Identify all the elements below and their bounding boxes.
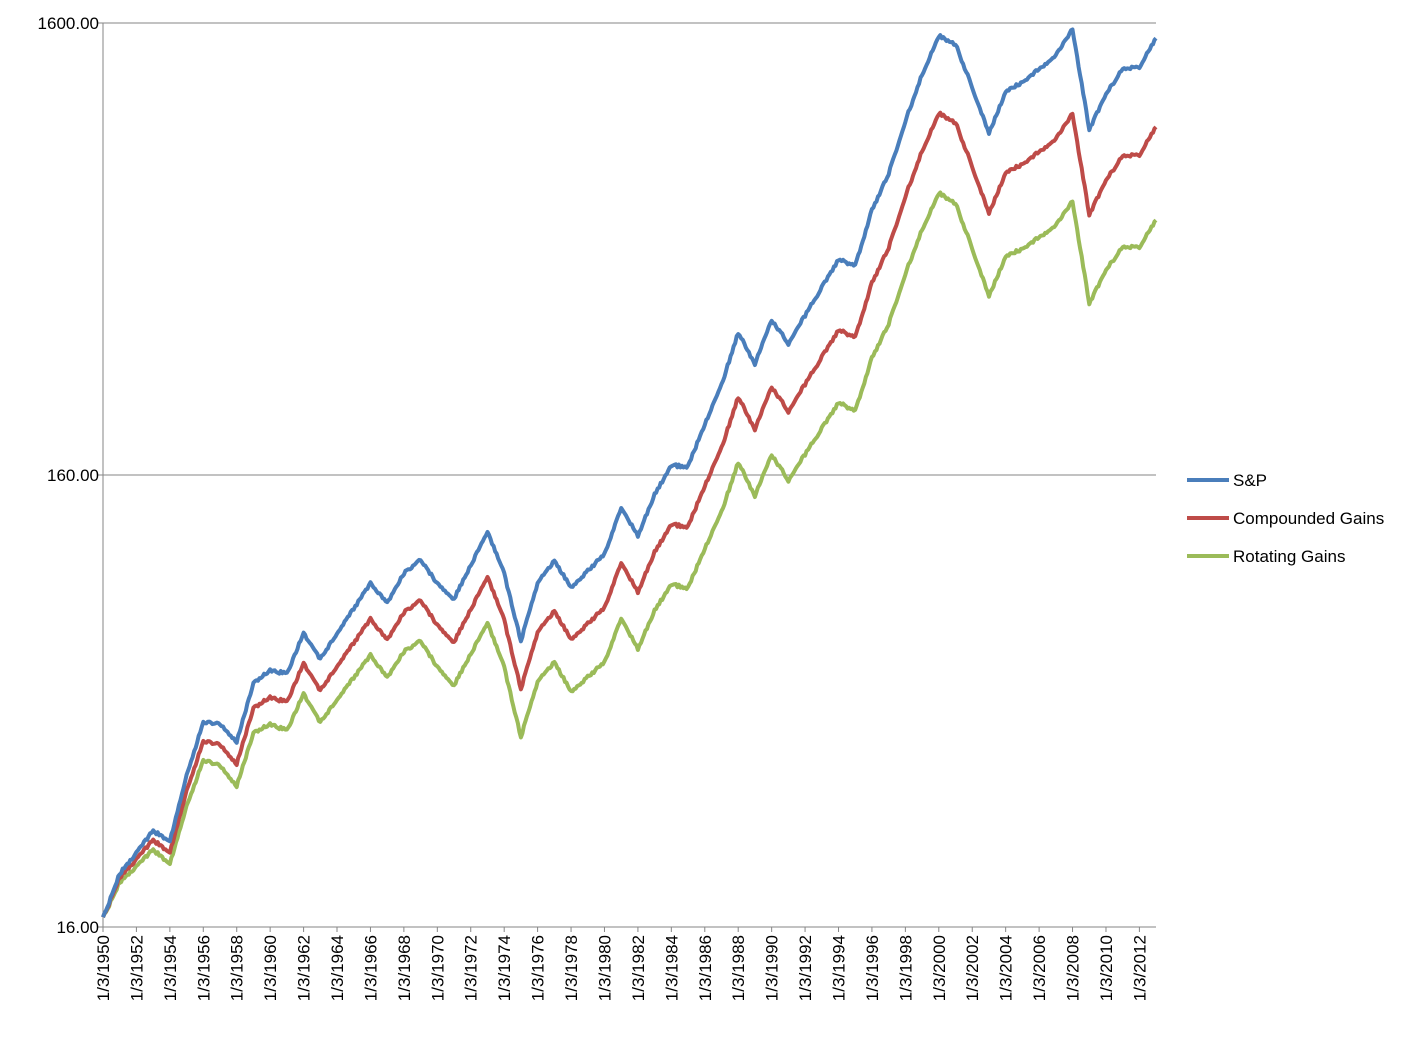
x-tick-label: 1/3/1970: [428, 935, 447, 1001]
x-axis-ticks: 1/3/1950 1/3/1952 1/3/1954 1/3/1956 1/3/1958…: [94, 927, 1149, 1001]
series-line-2: [101, 110, 1158, 918]
x-tick-label: 1/3/1966: [361, 935, 380, 1001]
y-tick-label: 16.00: [56, 918, 99, 937]
x-tick-label: 1/3/1994: [830, 935, 849, 1001]
series-line-3: [101, 190, 1158, 919]
x-tick-label: 1/3/1996: [863, 935, 882, 1001]
x-tick-label: 1/3/1962: [295, 935, 314, 1001]
x-tick-label: 1/3/1952: [127, 935, 146, 1001]
series-line-1: [101, 27, 1158, 918]
x-tick-label: 1/3/2000: [930, 935, 949, 1001]
x-tick-label: 1/3/1968: [395, 935, 414, 1001]
x-tick-label: 1/3/2010: [1097, 935, 1116, 1001]
y-axis-ticks: 16.00 160.00 1600.00: [38, 14, 103, 937]
series-lines: [101, 27, 1158, 919]
x-tick-label: 1/3/1978: [562, 935, 581, 1001]
x-tick-label: 1/3/2012: [1130, 935, 1149, 1001]
x-tick-label: 1/3/2006: [1030, 935, 1049, 1001]
x-tick-label: 1/3/1960: [261, 935, 280, 1001]
x-tick-label: 1/3/1998: [896, 935, 915, 1001]
gridlines: [103, 22, 1156, 928]
x-tick-label: 1/3/1992: [796, 935, 815, 1001]
x-tick-label: 1/3/1982: [629, 935, 648, 1001]
legend: S&P Compounded Gains Rotating Gains: [1187, 471, 1384, 566]
legend-label-3: Rotating Gains: [1233, 547, 1345, 566]
y-tick-label: 160.00: [47, 466, 99, 485]
x-tick-label: 1/3/2002: [963, 935, 982, 1001]
x-tick-label: 1/3/1986: [696, 935, 715, 1001]
x-tick-label: 1/3/1954: [161, 935, 180, 1001]
x-tick-label: 1/3/2004: [997, 935, 1016, 1001]
x-tick-label: 1/3/1964: [328, 935, 347, 1001]
x-tick-label: 1/3/2008: [1064, 935, 1083, 1001]
x-tick-label: 1/3/1956: [194, 935, 213, 1001]
x-tick-label: 1/3/1988: [729, 935, 748, 1001]
x-tick-label: 1/3/1974: [495, 935, 514, 1001]
x-tick-label: 1/3/1984: [662, 935, 681, 1001]
x-tick-label: 1/3/1972: [462, 935, 481, 1001]
x-tick-label: 1/3/1976: [529, 935, 548, 1001]
y-tick-label: 1600.00: [38, 14, 99, 33]
x-tick-label: 1/3/1958: [228, 935, 247, 1001]
x-tick-label: 1/3/1990: [763, 935, 782, 1001]
legend-label-2: Compounded Gains: [1233, 509, 1384, 528]
legend-label-1: S&P: [1233, 471, 1267, 490]
x-tick-label: 1/3/1980: [595, 935, 614, 1001]
x-tick-label: 1/3/1950: [94, 935, 113, 1001]
